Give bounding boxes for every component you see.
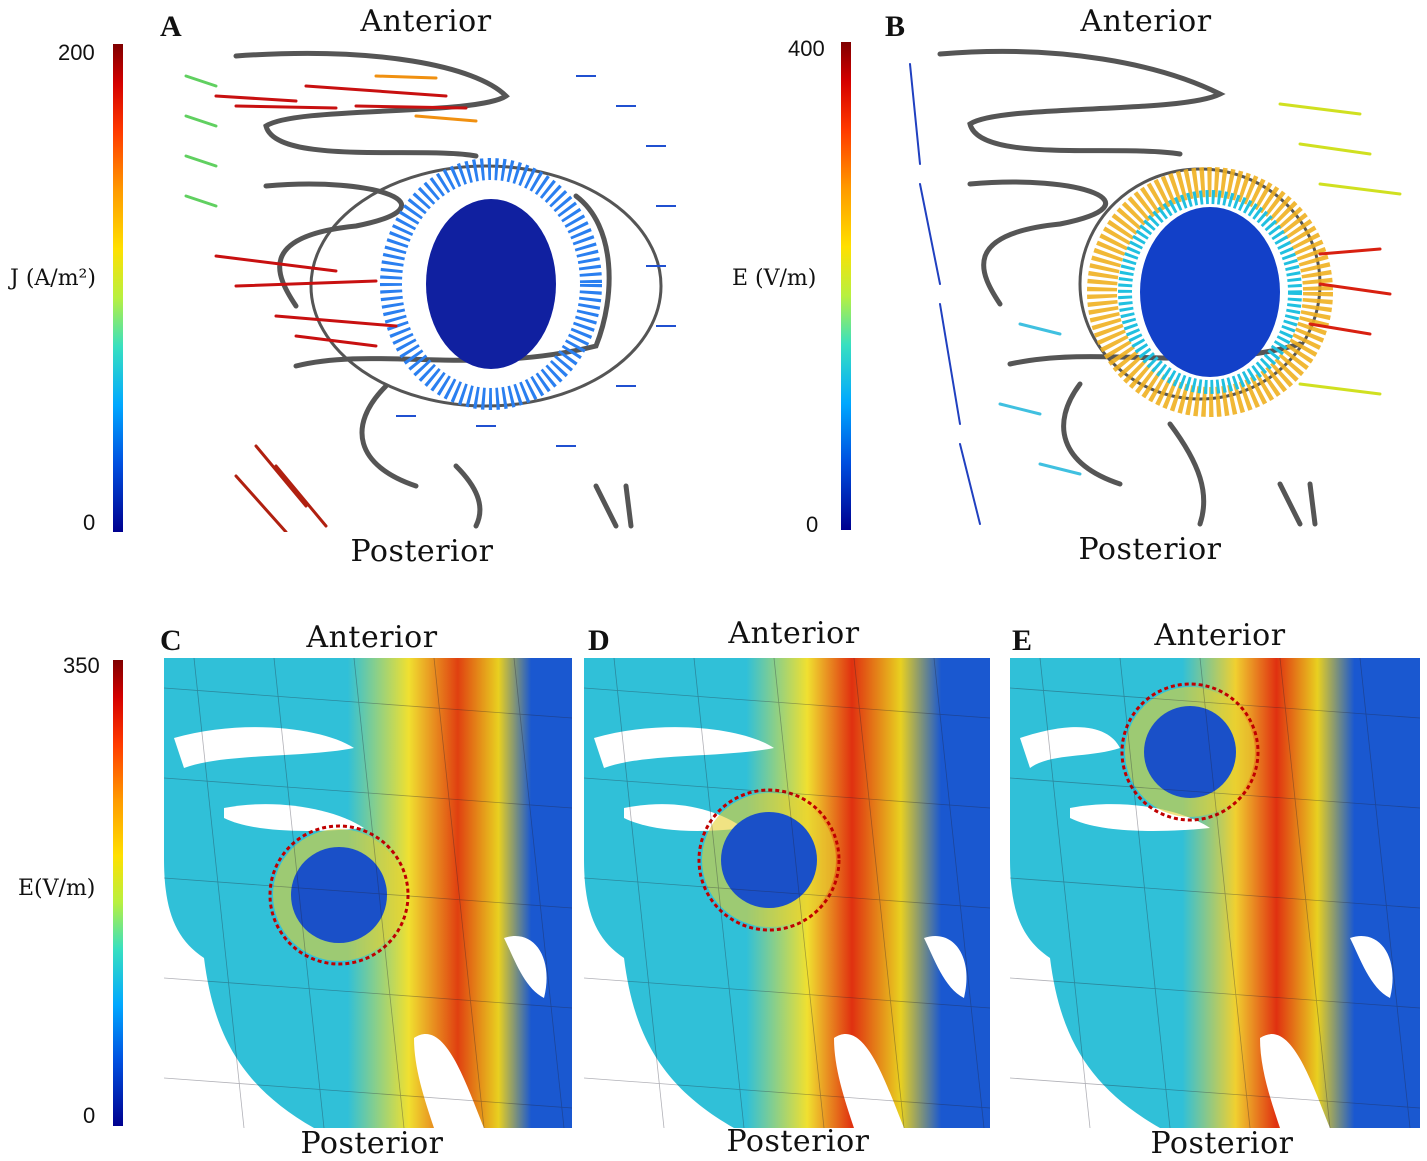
efield-vector-colorbar	[841, 42, 851, 530]
efield-mesh-label: E(V/m)	[18, 876, 96, 901]
current-density-min-tick: 0	[83, 510, 96, 535]
panel-d-anterior-label: Anterior	[728, 616, 860, 651]
current-density-max-tick: 200	[58, 40, 95, 65]
panel-letter-a: A	[160, 10, 182, 43]
efield-vector-min-tick: 0	[806, 512, 819, 537]
panel-letter-b: B	[885, 10, 906, 43]
panel-e-anterior-label: Anterior	[1154, 618, 1286, 653]
current-density-colorbar	[113, 44, 123, 532]
panel-a-current-density-plot	[184, 50, 676, 532]
panel-e-efield-mesh-plot	[1010, 658, 1420, 1128]
panel-e-posterior-label: Posterior	[1150, 1126, 1294, 1161]
panel-d-posterior-label: Posterior	[726, 1124, 870, 1159]
efield-mesh-min-tick: 0	[83, 1103, 96, 1128]
panel-c-posterior-label: Posterior	[300, 1126, 444, 1161]
efield-vector-label: E (V/m)	[732, 266, 817, 291]
panel-a-anterior-label: Anterior	[360, 4, 492, 39]
panel-letter-e: E	[1012, 624, 1033, 657]
panel-b-anterior-label: Anterior	[1080, 4, 1212, 39]
efield-mesh-max-tick: 350	[63, 653, 100, 678]
panel-d-efield-mesh-plot	[584, 658, 990, 1128]
panel-letter-c: C	[160, 624, 182, 657]
panel-c-anterior-label: Anterior	[306, 620, 438, 655]
efield-vector-max-tick: 400	[788, 36, 825, 61]
panel-b-efield-vector-plot	[909, 48, 1402, 527]
efield-mesh-colorbar	[113, 660, 123, 1126]
panel-b-posterior-label: Posterior	[1078, 532, 1222, 567]
panel-letter-d: D	[588, 624, 610, 657]
panel-a-posterior-label: Posterior	[350, 534, 494, 569]
current-density-label: J (A/m²)	[10, 266, 96, 291]
panel-c-efield-mesh-plot	[164, 658, 572, 1128]
